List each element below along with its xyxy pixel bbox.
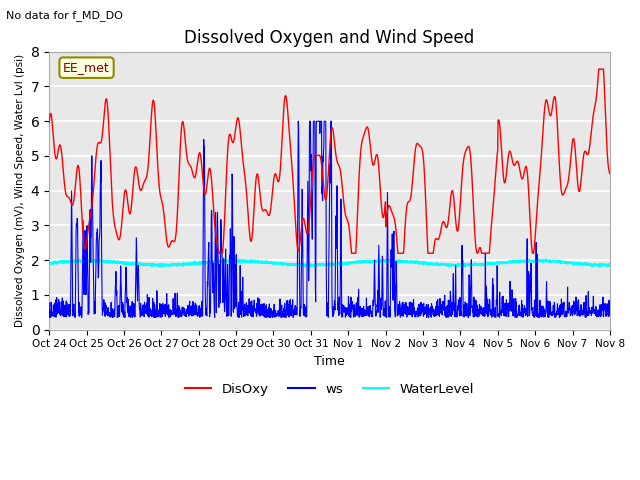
WaterLevel (542, 256, 550, 262)
ws (488, 312, 495, 318)
ws (465, 315, 472, 321)
DisOxy (487, 228, 495, 233)
WaterLevel (487, 260, 495, 265)
ws (294, 119, 302, 124)
DisOxy (45, 120, 53, 126)
DisOxy (590, 108, 598, 114)
ws (606, 313, 614, 319)
ws (45, 300, 53, 306)
DisOxy (303, 231, 311, 237)
Title: Dissolved Oxygen and Wind Speed: Dissolved Oxygen and Wind Speed (184, 29, 475, 48)
Y-axis label: Dissolved Oxygen (mV), Wind Speed, Water Lvl (psi): Dissolved Oxygen (mV), Wind Speed, Water… (15, 54, 25, 327)
ws (303, 246, 311, 252)
Line: DisOxy: DisOxy (49, 69, 610, 253)
Line: WaterLevel: WaterLevel (49, 259, 610, 267)
Text: No data for f_MD_DO: No data for f_MD_DO (6, 10, 124, 21)
ws (590, 311, 598, 317)
WaterLevel (606, 262, 614, 268)
Line: ws: ws (49, 121, 610, 318)
DisOxy (606, 171, 614, 177)
WaterLevel (452, 264, 460, 270)
ws (318, 183, 326, 189)
DisOxy (590, 110, 598, 116)
WaterLevel (590, 262, 598, 267)
ws (590, 306, 598, 312)
DisOxy (74, 163, 82, 168)
ws (74, 241, 82, 247)
DisOxy (318, 167, 326, 172)
WaterLevel (303, 262, 311, 268)
WaterLevel (590, 263, 598, 268)
WaterLevel (74, 258, 82, 264)
DisOxy (595, 66, 603, 72)
WaterLevel (45, 261, 53, 266)
X-axis label: Time: Time (314, 355, 345, 368)
Text: EE_met: EE_met (63, 61, 110, 74)
Legend: DisOxy, ws, WaterLevel: DisOxy, ws, WaterLevel (179, 377, 479, 401)
DisOxy (216, 251, 223, 256)
WaterLevel (318, 262, 326, 267)
